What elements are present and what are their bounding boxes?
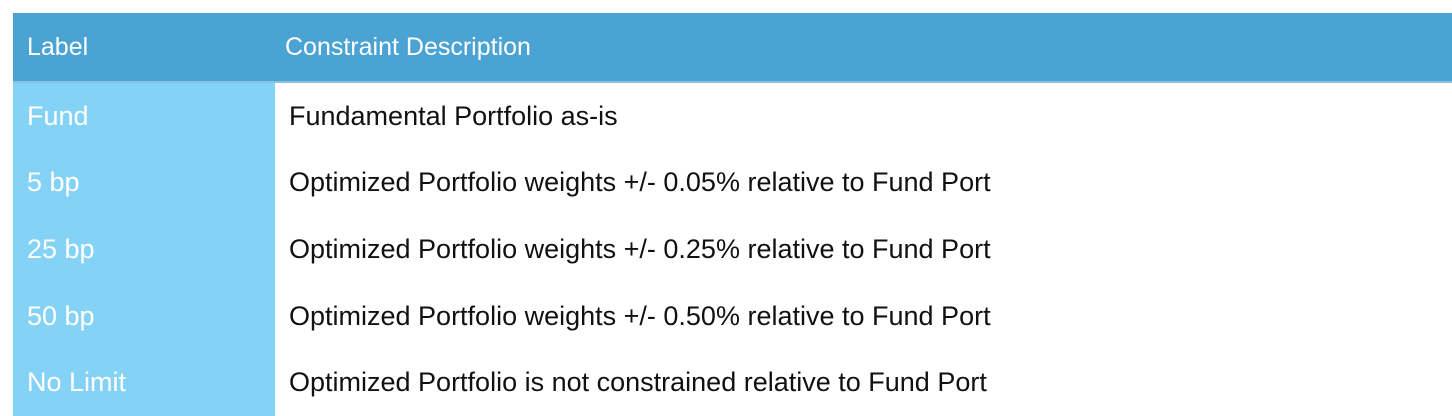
header-row: Label Constraint Description	[13, 13, 1452, 83]
description-cell: Optimized Portfolio is not constrained r…	[289, 367, 987, 398]
header-cell: Constraint Description	[285, 32, 531, 61]
label-cell: 50 bp	[13, 282, 275, 350]
header-cell: Label	[27, 32, 89, 61]
label-cell: 5 bp	[13, 149, 275, 217]
label-cell: No Limit	[13, 349, 275, 416]
table-row: 25 bp Optimized Portfolio weights +/- 0.2…	[13, 216, 1452, 283]
description-cell: Optimized Portfolio weights +/- 0.25% re…	[289, 233, 991, 264]
table-row: 50 bp Optimized Portfolio weights +/- 0.5…	[13, 282, 1452, 350]
description-cell: Fundamental Portfolio as-is	[289, 100, 618, 131]
label-cell: Fund	[13, 83, 275, 150]
table-row: Fund Fundamental Portfolio as-is	[13, 83, 1452, 150]
table: Label Constraint Description Fund Fundame…	[13, 13, 1452, 416]
table-row: No Limit Optimized Portfolio is not const…	[13, 349, 1452, 416]
description-cell: Optimized Portfolio weights +/- 0.50% re…	[289, 300, 991, 331]
label-cell: 25 bp	[13, 216, 275, 283]
table-row: 5 bp Optimized Portfolio weights +/- 0.05…	[13, 149, 1452, 217]
description-cell: Optimized Portfolio weights +/- 0.05% re…	[289, 167, 991, 198]
